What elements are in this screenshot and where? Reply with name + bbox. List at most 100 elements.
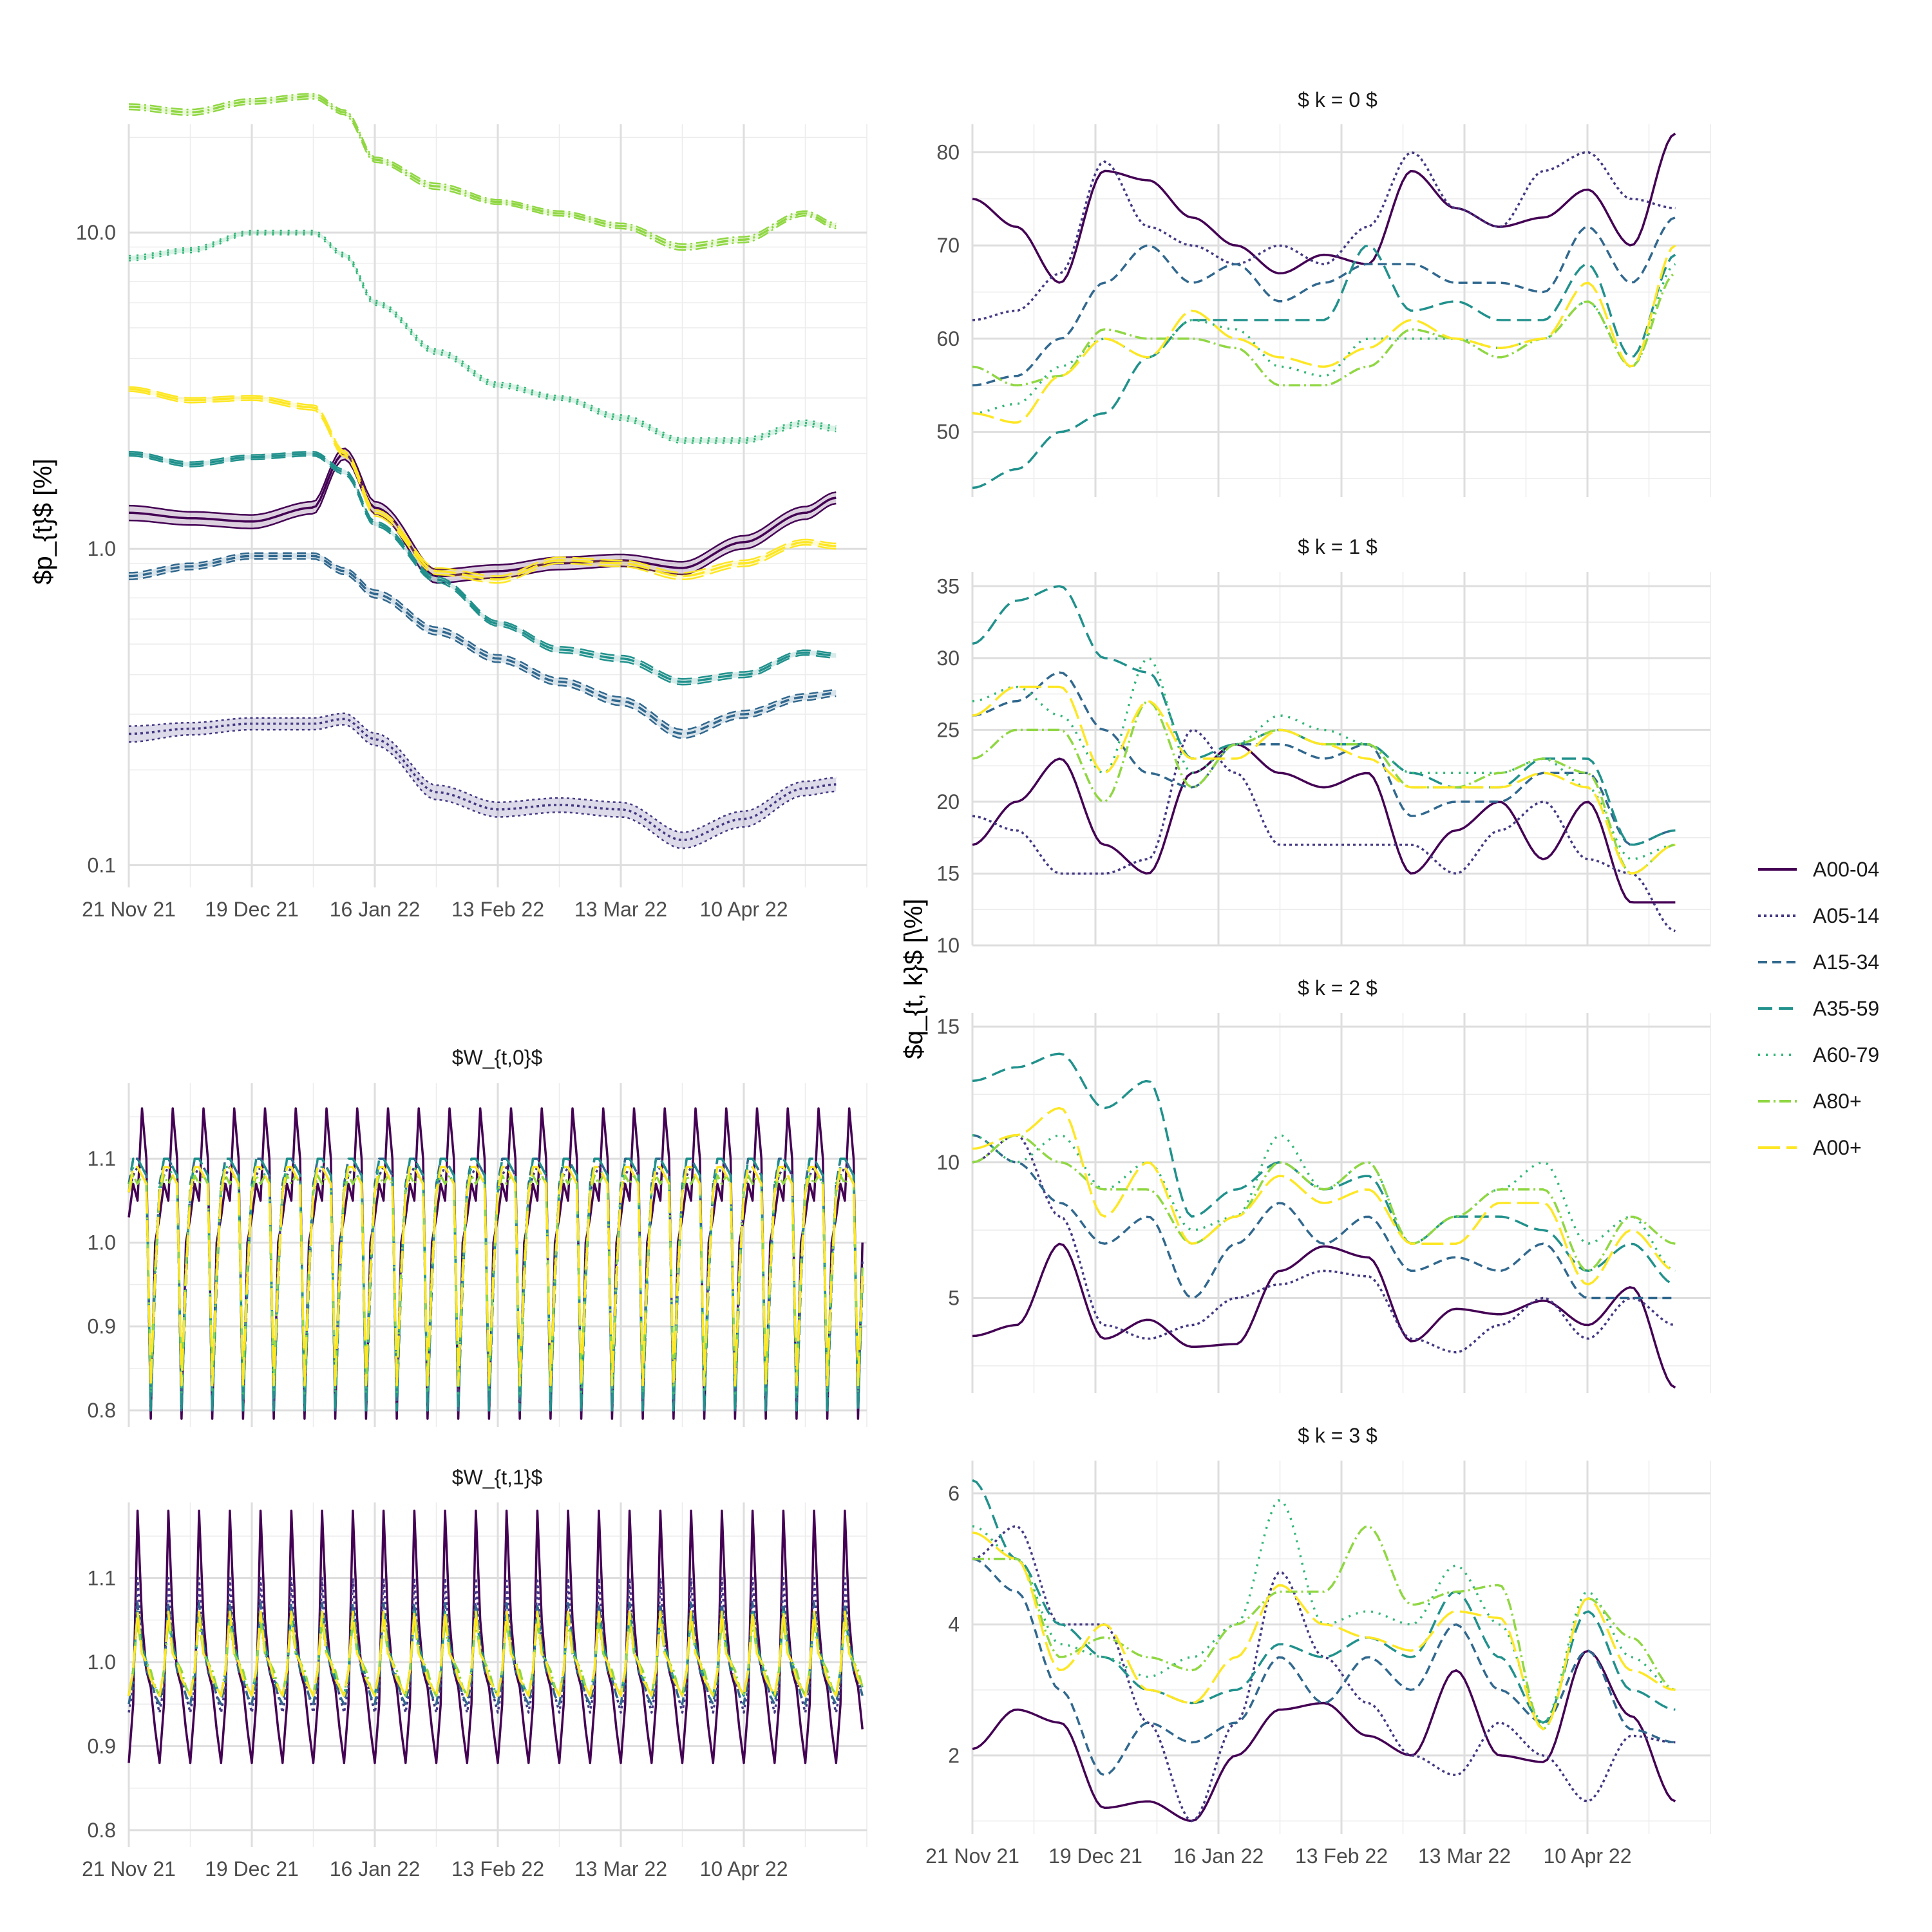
q-k0-y-tick-label: 70 — [936, 234, 960, 257]
legend-label-a15-34: A15-34 — [1813, 951, 1879, 974]
legend-label-a00: A00+ — [1813, 1136, 1862, 1159]
q-k3-y-tick-label: 2 — [948, 1744, 960, 1767]
p-t-band-a05-14 — [129, 713, 837, 849]
q-k0-y-tick-label: 80 — [936, 140, 960, 164]
q-k3-series-a60-79 — [972, 1499, 1676, 1724]
p-t-y-axis-title: $p_{t}$ [%] — [29, 459, 57, 585]
q-k3-x-tick-label: 19 Dec 21 — [1048, 1844, 1142, 1868]
q-k2-panel-title: $ k = 2 $ — [1298, 976, 1378, 999]
p-t-series-a00 — [128, 388, 837, 581]
w-t0-y-tick-label: 0.8 — [88, 1399, 116, 1422]
p-t-band-upper-a00-04 — [128, 447, 837, 571]
p-t-y-tick-label: 0.1 — [88, 853, 116, 876]
w-t1-y-tick-label: 0.8 — [88, 1819, 116, 1842]
q-k3-y-tick-label: 4 — [948, 1613, 960, 1636]
q-k0-series-a15-34 — [972, 216, 1676, 387]
legend: A00-04 A05-14 A15-34 A35-59 A60-79 A80+ A00+ — [1758, 858, 1879, 1159]
q-k1-series-a00-04 — [972, 743, 1676, 904]
legend-label-a05-14: A05-14 — [1813, 904, 1879, 927]
q-k3-series-a15-34 — [972, 1557, 1676, 1777]
q-k0-series-a80 — [972, 272, 1676, 387]
q-k0-panel-title: $ k = 0 $ — [1298, 88, 1378, 111]
legend-label-a35-59: A35-59 — [1813, 997, 1879, 1020]
legend-label-a80: A80+ — [1813, 1090, 1862, 1113]
p-t-band-a00-04 — [129, 448, 837, 583]
p-t-band-lower-a80 — [128, 98, 837, 251]
q-k0-series-a00 — [972, 244, 1676, 424]
w-t0-panel-title: $W_{t,0}$ — [452, 1046, 543, 1069]
q-k1-y-tick-label: 20 — [936, 790, 960, 813]
q-k3-series-a00 — [972, 1531, 1676, 1730]
w-t1-y-tick-label: 0.9 — [88, 1734, 116, 1757]
p-t-y-tick-label: 1.0 — [88, 537, 116, 560]
p-t-x-tick-label: 21 Nov 21 — [82, 898, 176, 921]
q-k2-y-tick-label: 5 — [948, 1287, 960, 1310]
p-t-x-tick-label: 13 Feb 22 — [451, 898, 544, 921]
q-k2-series-a00 — [972, 1106, 1676, 1286]
p-t-band-lower-a35-59 — [128, 455, 837, 686]
q-y-axis-title: $q_{t, k}$ [\%] — [900, 898, 928, 1059]
q-k3-series-a35-59 — [972, 1479, 1676, 1724]
p-t-band-upper-a05-14 — [128, 712, 837, 833]
q-k2-series-a05-14 — [972, 1134, 1676, 1354]
q-k0-series-a60-79 — [972, 263, 1676, 415]
q-k0-series-a35-59 — [972, 244, 1676, 489]
panel-w-t1: 0.8 0.9 1.0 1.1 21 Nov 21 19 Dec 21 16 Jan 22 1… — [82, 1502, 867, 1880]
w-t1-panel-title: $W_{t,1}$ — [452, 1466, 543, 1489]
q-k3-x-tick-label: 13 Mar 22 — [1418, 1844, 1511, 1868]
p-t-band-upper-a00 — [128, 386, 837, 577]
w-t1-series-a05-14 — [128, 1577, 864, 1714]
w-t1-series-a15-34 — [128, 1602, 864, 1705]
w-t1-x-tick-label: 21 Nov 21 — [82, 1857, 176, 1880]
q-k1-series-a00 — [972, 685, 1676, 875]
panel-q-k1: 10 15 20 25 30 35 — [936, 572, 1711, 957]
q-k1-series-a80 — [972, 700, 1676, 875]
p-t-x-tick-label: 10 Apr 22 — [700, 898, 788, 921]
p-t-series-a05-14 — [128, 717, 837, 842]
w-t1-x-tick-label: 19 Dec 21 — [205, 1857, 299, 1880]
q-k0-series-a05-14 — [972, 151, 1676, 321]
q-k3-series-a00-04 — [972, 1649, 1676, 1823]
p-t-band-lower-a15-34 — [128, 558, 837, 739]
q-k1-y-tick-label: 30 — [936, 647, 960, 670]
panel-w-t0: 0.8 0.9 1.0 1.1 — [88, 1083, 867, 1427]
panel-q-k2: 5 10 15 — [936, 1013, 1711, 1393]
p-t-x-tick-label: 19 Dec 21 — [205, 898, 299, 921]
legend-label-a60-79: A60-79 — [1813, 1043, 1879, 1066]
q-k3-x-tick-label: 16 Jan 22 — [1173, 1844, 1264, 1868]
panel-q-k3: 2 4 6 21 Nov 21 19 Dec 21 16 Jan 22 13 Feb 22 1… — [925, 1461, 1711, 1868]
p-t-series-a80 — [128, 95, 837, 249]
q-k1-y-tick-label: 35 — [936, 574, 960, 598]
w-t1-y-tick-label: 1.1 — [88, 1566, 116, 1589]
p-t-band-lower-a00 — [128, 390, 837, 584]
w-t0-y-tick-label: 0.9 — [88, 1315, 116, 1338]
q-k1-panel-title: $ k = 1 $ — [1298, 535, 1378, 558]
p-t-x-tick-label: 16 Jan 22 — [330, 898, 421, 921]
q-k1-y-tick-label: 25 — [936, 718, 960, 741]
panel-q-k0: 50 60 70 80 — [936, 124, 1711, 497]
p-t-series-a15-34 — [128, 554, 837, 735]
w-t1-series-a00 — [128, 1610, 864, 1697]
q-k2-y-tick-label: 15 — [936, 1015, 960, 1038]
q-k0-y-tick-label: 50 — [936, 421, 960, 444]
legend-label-a00-04: A00-04 — [1813, 858, 1879, 881]
w-t1-x-tick-label: 16 Jan 22 — [330, 1857, 421, 1880]
q-k3-panel-title: $ k = 3 $ — [1298, 1424, 1378, 1447]
q-k3-x-tick-label: 21 Nov 21 — [925, 1844, 1019, 1868]
w-t0-y-tick-label: 1.1 — [88, 1147, 116, 1170]
q-k0-y-tick-label: 60 — [936, 327, 960, 350]
p-t-band-upper-a15-34 — [128, 552, 837, 731]
q-k3-x-tick-label: 13 Feb 22 — [1295, 1844, 1388, 1868]
w-t1-series-a00-04 — [128, 1510, 864, 1765]
p-t-y-tick-label: 10.0 — [76, 221, 116, 244]
w-t1-x-tick-label: 10 Apr 22 — [700, 1857, 788, 1880]
w-t0-y-tick-label: 1.0 — [88, 1231, 116, 1254]
q-k2-series-a15-34 — [972, 1133, 1676, 1300]
q-k3-x-tick-label: 10 Apr 22 — [1544, 1844, 1632, 1868]
w-t0-series-a00 — [128, 1166, 864, 1387]
q-k1-series-a15-34 — [972, 671, 1676, 846]
w-t1-x-tick-label: 13 Mar 22 — [574, 1857, 667, 1880]
q-k2-series-a00-04 — [972, 1242, 1676, 1389]
p-t-band-upper-a80 — [128, 93, 837, 245]
